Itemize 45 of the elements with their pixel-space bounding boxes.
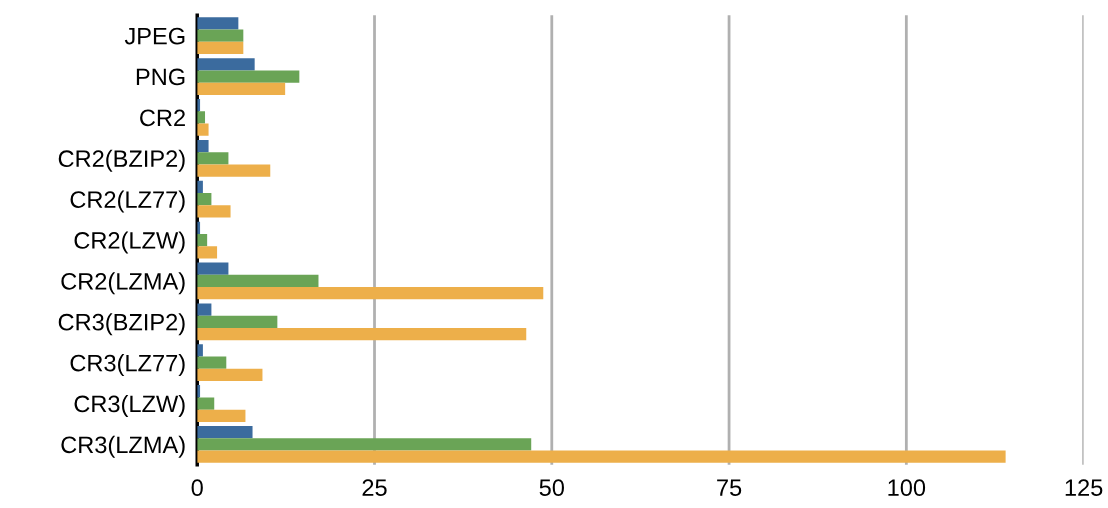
bar <box>197 368 263 382</box>
bar <box>197 41 244 55</box>
bar <box>197 123 209 136</box>
y-tick-label: CR2(BZIP2) <box>58 149 185 172</box>
bar <box>197 152 229 165</box>
y-tick-label: CR3(LZW) <box>74 394 185 417</box>
bar <box>197 193 212 206</box>
bar <box>197 344 203 357</box>
bar <box>197 82 286 95</box>
bar <box>197 17 239 30</box>
bar <box>197 438 532 451</box>
y-tick-label: JPEG <box>124 27 185 45</box>
x-tick-label: 50 <box>539 479 564 497</box>
bar <box>197 164 271 177</box>
x-tick-label: 0 <box>191 479 203 497</box>
y-tick-label: PNG <box>136 68 185 86</box>
bar <box>197 450 1006 463</box>
y-tick-label: CR3(LZMA) <box>61 435 185 458</box>
bar <box>197 58 255 71</box>
x-tick-label: 100 <box>888 479 926 497</box>
bar <box>197 425 253 439</box>
x-tick-label: 75 <box>717 479 742 497</box>
bar <box>197 262 229 275</box>
x-tick-label: 125 <box>1065 479 1103 497</box>
y-tick-label: CR2(LZMA) <box>61 272 185 295</box>
bar <box>197 287 544 300</box>
bar <box>197 356 227 369</box>
bar <box>197 139 209 153</box>
bar <box>197 246 218 259</box>
x-tick-label: 25 <box>362 479 387 497</box>
bar <box>197 397 215 410</box>
bar <box>197 29 244 42</box>
bar <box>197 274 319 288</box>
y-tick-label: CR3(LZ77) <box>70 354 185 377</box>
y-tick-label: CR3(BZIP2) <box>58 313 185 336</box>
bar <box>197 205 231 218</box>
bar <box>197 70 300 83</box>
y-tick-label: CR2 <box>140 109 185 127</box>
bar <box>197 315 278 328</box>
bar <box>197 111 206 124</box>
y-tick-label: CR2(LZ77) <box>70 190 185 213</box>
bar <box>197 327 527 341</box>
bar <box>197 303 212 316</box>
y-tick-label: CR2(LZW) <box>74 231 185 254</box>
bar <box>197 409 246 422</box>
